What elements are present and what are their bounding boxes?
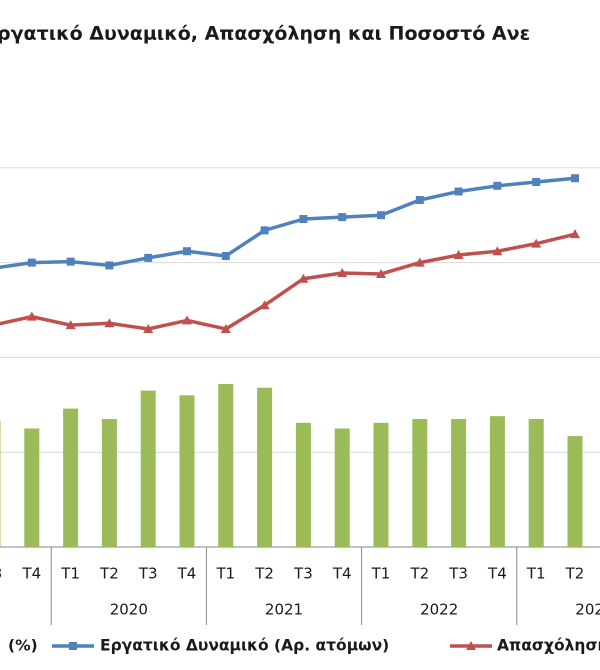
point: [337, 268, 348, 278]
bar: [24, 428, 40, 547]
bar: [218, 383, 234, 547]
legend-label: Εργατικό Δυναμικό (Αρ. ατόμων): [100, 637, 389, 655]
point: [570, 229, 580, 239]
point: [182, 315, 192, 325]
x-tick-label: T4: [332, 565, 352, 583]
x-tick-label: T3: [138, 565, 158, 583]
bar: [489, 416, 505, 547]
x-group-label: 2021: [265, 601, 303, 619]
point: [65, 320, 76, 330]
point: [220, 323, 231, 333]
bar: [0, 420, 1, 547]
point: [492, 246, 503, 256]
bar: [567, 436, 583, 547]
x-tick-label: T2: [409, 565, 429, 583]
x-tick-label: T4: [177, 565, 197, 583]
point: [493, 181, 502, 190]
point: [260, 226, 269, 235]
x-tick-label: T2: [254, 565, 274, 583]
bar: [63, 408, 79, 547]
point: [221, 251, 230, 260]
point: [571, 174, 579, 183]
point: [104, 318, 115, 328]
point: [27, 258, 36, 267]
point: [376, 268, 386, 278]
point: [532, 178, 541, 187]
point: [299, 214, 308, 223]
point: [259, 300, 270, 310]
bar: [179, 395, 195, 547]
x-tick-label: T1: [60, 565, 80, 583]
x-tick-label: T1: [215, 565, 235, 583]
point: [183, 247, 191, 256]
line: [0, 176, 576, 270]
chart-title: ργατικό Δυναμικό, Απασχόληση και Ποσοστό…: [0, 23, 530, 45]
x-tick-label: T4: [21, 565, 41, 583]
bar: [140, 390, 156, 547]
point: [144, 253, 153, 262]
point: [414, 257, 425, 267]
bar: [257, 387, 273, 547]
x-tick-label: T3: [448, 565, 468, 583]
point: [66, 257, 75, 266]
line: [0, 232, 576, 331]
x-tick-label: T1: [371, 565, 391, 583]
x-group-label: 2020: [110, 601, 148, 619]
legend-label: Απασχόληση: [497, 637, 600, 655]
bar: [412, 419, 428, 547]
point: [454, 187, 463, 196]
x-tick-label: T2: [99, 565, 119, 583]
x-group-label: 2023: [575, 601, 600, 619]
point: [338, 213, 347, 222]
legend-marker: [69, 642, 77, 650]
legend-label: (%): [8, 637, 38, 655]
point: [298, 273, 309, 283]
bar: [451, 419, 467, 547]
point: [143, 323, 154, 333]
legend-marker: [466, 641, 476, 650]
bar: [334, 428, 350, 547]
x-tick-label: T3: [0, 565, 2, 583]
x-tick-label: T2: [565, 565, 585, 583]
x-tick-label: T1: [526, 565, 546, 583]
point: [377, 211, 385, 220]
point: [105, 261, 114, 270]
point: [415, 196, 424, 205]
point: [453, 250, 464, 260]
x-tick-label: T3: [293, 565, 313, 583]
point: [26, 311, 37, 321]
point: [531, 238, 542, 248]
x-tick-label: T4: [487, 565, 507, 583]
bar: [528, 419, 544, 547]
bar: [295, 422, 311, 547]
bar: [373, 422, 389, 547]
bar: [101, 419, 117, 547]
x-group-label: 2022: [420, 601, 458, 619]
